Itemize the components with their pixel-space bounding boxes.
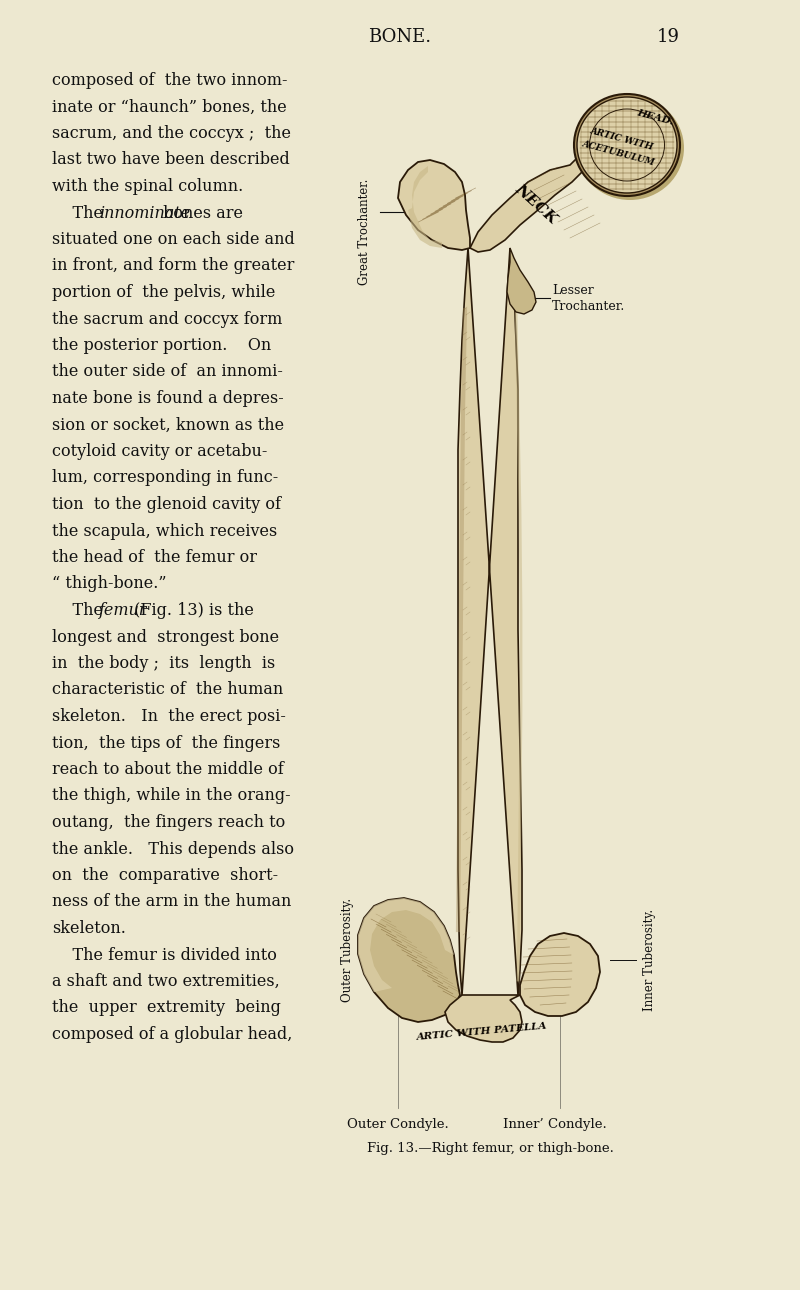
Text: The: The [52, 602, 108, 619]
Text: the ankle.   This depends also: the ankle. This depends also [52, 841, 294, 858]
Text: NECK: NECK [512, 182, 560, 226]
Text: The: The [52, 205, 108, 222]
Text: Trochanter.: Trochanter. [552, 299, 626, 312]
Text: sacrum, and the coccyx ;  the: sacrum, and the coccyx ; the [52, 125, 291, 142]
Text: composed of a globular head,: composed of a globular head, [52, 1026, 292, 1044]
Text: Outer Condyle.: Outer Condyle. [347, 1118, 449, 1131]
Text: longest and  strongest bone: longest and strongest bone [52, 628, 279, 645]
Polygon shape [398, 160, 470, 250]
Text: the posterior portion.    On: the posterior portion. On [52, 337, 271, 353]
Text: The femur is divided into: The femur is divided into [52, 947, 277, 964]
Text: ARTIC WITH: ARTIC WITH [590, 126, 654, 152]
Text: a shaft and two extremities,: a shaft and two extremities, [52, 973, 280, 989]
Polygon shape [470, 157, 588, 252]
Text: with the spinal column.: with the spinal column. [52, 178, 243, 195]
Text: 19: 19 [657, 28, 679, 46]
Ellipse shape [577, 97, 677, 194]
Text: in  the body ;  its  length  is: in the body ; its length is [52, 655, 275, 672]
Text: Lesser: Lesser [552, 284, 594, 297]
Text: tion  to the glenoid cavity of: tion to the glenoid cavity of [52, 495, 281, 513]
Text: the thigh, while in the orang-: the thigh, while in the orang- [52, 787, 290, 805]
Polygon shape [358, 898, 460, 1022]
Text: Outer Tuberosity.: Outer Tuberosity. [342, 898, 354, 1002]
Polygon shape [520, 933, 600, 1017]
Text: last two have been described: last two have been described [52, 151, 290, 169]
Text: reach to about the middle of: reach to about the middle of [52, 761, 284, 778]
Ellipse shape [574, 94, 680, 196]
Text: the  upper  extremity  being: the upper extremity being [52, 1000, 281, 1017]
Text: ARTIC WITH PATELLA: ARTIC WITH PATELLA [416, 1022, 548, 1042]
Text: nate bone is found a depres-: nate bone is found a depres- [52, 390, 284, 408]
Text: outang,  the fingers reach to: outang, the fingers reach to [52, 814, 286, 831]
Text: inate or “haunch” bones, the: inate or “haunch” bones, the [52, 98, 286, 116]
Text: in front, and form the greater: in front, and form the greater [52, 258, 294, 275]
Text: the scapula, which receives: the scapula, which receives [52, 522, 278, 539]
Text: the sacrum and coccyx form: the sacrum and coccyx form [52, 311, 282, 328]
Text: ness of the arm in the human: ness of the arm in the human [52, 894, 291, 911]
Text: Inner Tuberosity.: Inner Tuberosity. [643, 909, 657, 1011]
Polygon shape [358, 898, 454, 992]
Polygon shape [458, 248, 522, 995]
Text: skeleton.   In  the erect posi-: skeleton. In the erect posi- [52, 708, 286, 725]
Text: BONE.: BONE. [369, 28, 431, 46]
Text: situated one on each side and: situated one on each side and [52, 231, 294, 248]
Text: lum, corresponding in func-: lum, corresponding in func- [52, 470, 278, 486]
Text: tion,  the tips of  the fingers: tion, the tips of the fingers [52, 734, 280, 752]
Text: Fig. 13.—Right femur, or thigh-bone.: Fig. 13.—Right femur, or thigh-bone. [366, 1142, 614, 1155]
Text: composed of  the two innom-: composed of the two innom- [52, 72, 287, 89]
Text: sion or socket, known as the: sion or socket, known as the [52, 417, 284, 433]
Text: Inner’ Condyle.: Inner’ Condyle. [503, 1118, 607, 1131]
Ellipse shape [576, 95, 684, 200]
Text: (Fig. 13) is the: (Fig. 13) is the [129, 602, 254, 619]
Text: cotyloid cavity or acetabu-: cotyloid cavity or acetabu- [52, 442, 267, 461]
Text: on  the  comparative  short-: on the comparative short- [52, 867, 278, 884]
Text: innominate: innominate [99, 205, 190, 222]
Polygon shape [445, 995, 522, 1042]
Text: bones are: bones are [158, 205, 243, 222]
Text: the head of  the femur or: the head of the femur or [52, 550, 257, 566]
Text: skeleton.: skeleton. [52, 920, 126, 937]
Text: Great Trochanter.: Great Trochanter. [358, 179, 371, 285]
Text: femur: femur [99, 602, 147, 619]
Text: “ thigh-bone.”: “ thigh-bone.” [52, 575, 166, 592]
Text: HEAD.: HEAD. [635, 108, 674, 126]
Text: characteristic of  the human: characteristic of the human [52, 681, 283, 698]
Polygon shape [408, 166, 442, 248]
Text: portion of  the pelvis, while: portion of the pelvis, while [52, 284, 275, 301]
Polygon shape [507, 248, 536, 313]
Text: ACETUBULUM: ACETUBULUM [582, 139, 656, 166]
Text: the outer side of  an innomi-: the outer side of an innomi- [52, 364, 283, 381]
